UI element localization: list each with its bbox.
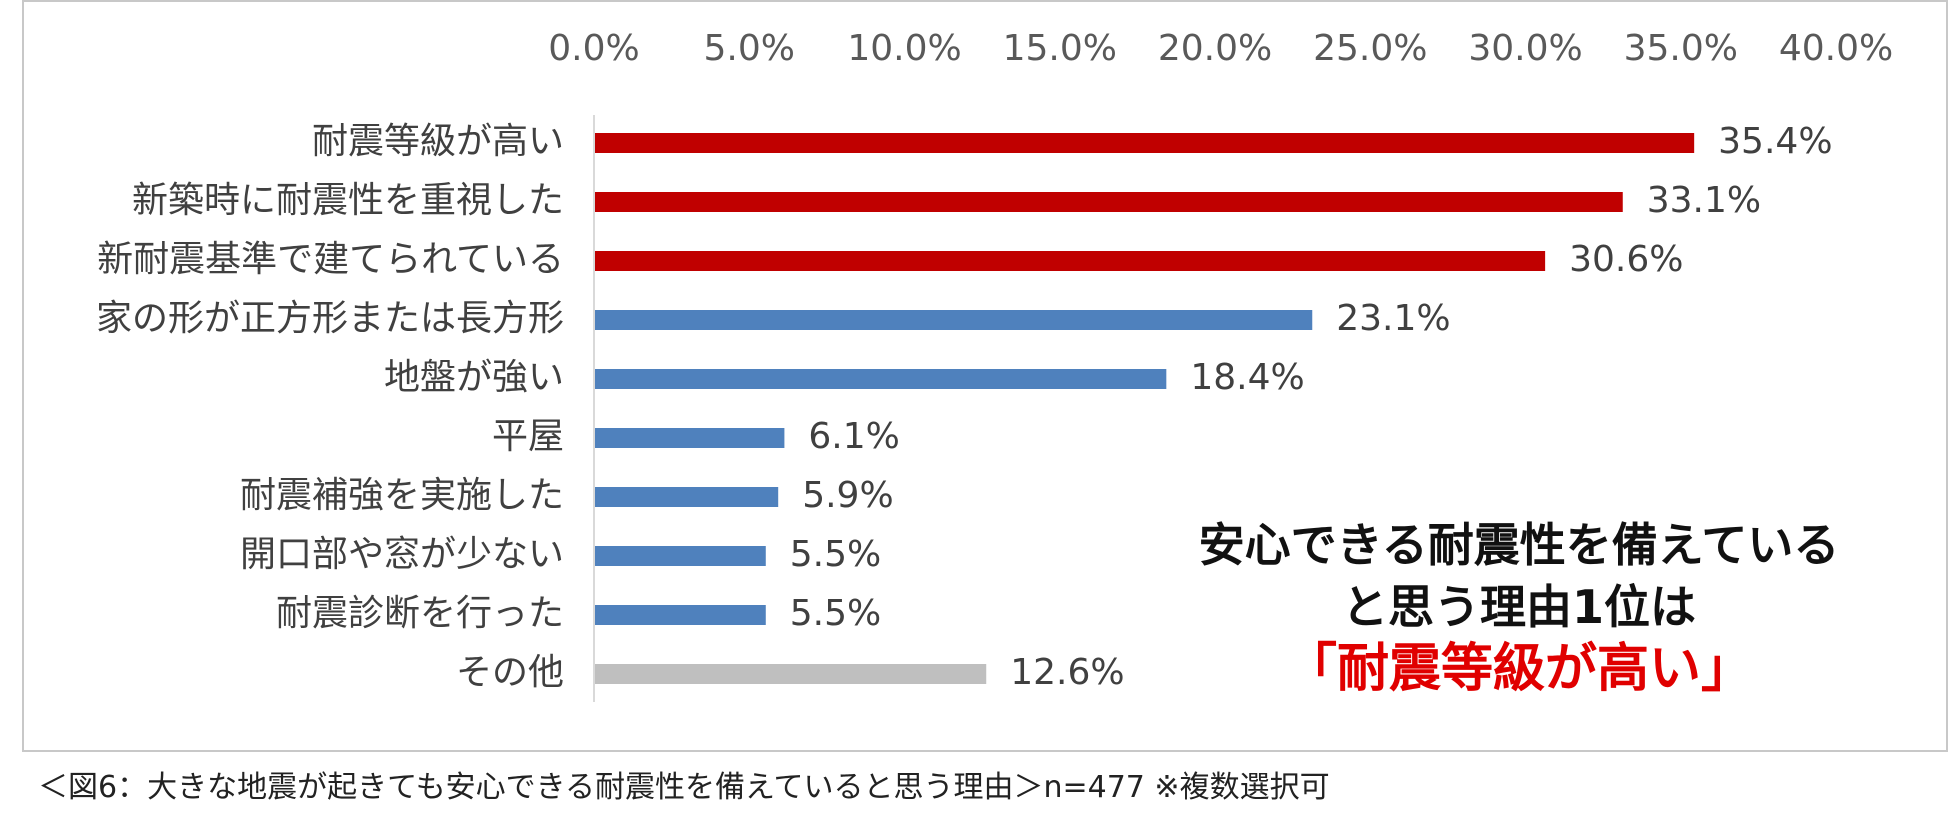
data-label: 12.6% bbox=[1010, 652, 1124, 693]
bar bbox=[595, 664, 987, 684]
category-labels: 耐震等級が高い新築時に耐震性を重視した新耐震基準で建てられている家の形が正方形ま… bbox=[96, 121, 564, 693]
bar bbox=[595, 546, 766, 566]
category-label: 新築時に耐震性を重視した bbox=[132, 180, 564, 221]
data-label: 6.1% bbox=[808, 416, 899, 457]
data-label: 35.4% bbox=[1718, 121, 1832, 162]
callout-line-1: 安心できる耐震性を備えている bbox=[1198, 518, 1840, 572]
bar bbox=[595, 251, 1546, 271]
data-label: 33.1% bbox=[1647, 180, 1761, 221]
chart-frame: 0.0% 5.0% 10.0% 15.0% 20.0% 25.0% 30.0% 35.0% 40… bbox=[22, 0, 1948, 752]
x-tick-label: 40.0% bbox=[1779, 28, 1893, 69]
bar bbox=[595, 133, 1695, 153]
bar-chart: 0.0% 5.0% 10.0% 15.0% 20.0% 25.0% 30.0% 35.0% 40… bbox=[96, 28, 1893, 702]
category-label: 耐震診断を行った bbox=[276, 593, 564, 634]
x-tick-label: 5.0% bbox=[704, 28, 795, 69]
bar bbox=[595, 428, 785, 448]
data-label: 5.5% bbox=[790, 593, 881, 634]
bar bbox=[595, 487, 779, 507]
data-label: 30.6% bbox=[1569, 239, 1683, 280]
x-tick-label: 15.0% bbox=[1003, 28, 1117, 69]
x-axis-ticks: 0.0% 5.0% 10.0% 15.0% 20.0% 25.0% 30.0% 35.0% 40… bbox=[548, 28, 1893, 69]
category-label: 新耐震基準で建てられている bbox=[97, 239, 564, 280]
category-label: 家の形が正方形または長方形 bbox=[96, 298, 564, 339]
bar bbox=[595, 310, 1313, 330]
callout-highlight: 「耐震等級が高い」 bbox=[1284, 639, 1753, 699]
callout-annotation: 安心できる耐震性を備えている と思う理由1位は 「耐震等級が高い」 bbox=[1174, 514, 1864, 700]
bars bbox=[595, 133, 1695, 684]
x-tick-label: 20.0% bbox=[1158, 28, 1272, 69]
category-label: 開口部や窓が少ない bbox=[240, 534, 564, 575]
data-label: 23.1% bbox=[1336, 298, 1450, 339]
x-tick-label: 25.0% bbox=[1313, 28, 1427, 69]
category-label: 耐震等級が高い bbox=[312, 121, 564, 162]
x-tick-label: 30.0% bbox=[1468, 28, 1582, 69]
x-tick-label: 0.0% bbox=[548, 28, 639, 69]
data-label: 5.5% bbox=[790, 534, 881, 575]
data-label: 5.9% bbox=[802, 475, 893, 516]
category-label: 耐震補強を実施した bbox=[240, 475, 564, 516]
data-label: 18.4% bbox=[1190, 357, 1304, 398]
callout-line-2: と思う理由1位は bbox=[1341, 580, 1696, 634]
bar bbox=[595, 192, 1623, 212]
category-label: 地盤が強い bbox=[384, 357, 564, 398]
data-labels: 35.4% 33.1% 30.6% 23.1% 18.4% 6.1% 5.9% 5.5% 5.5… bbox=[790, 121, 1833, 693]
figure-caption: ＜図6：大きな地震が起きても安心できる耐震性を備えていると思う理由＞n=477 … bbox=[38, 770, 1330, 805]
bar bbox=[595, 605, 766, 625]
category-label: 平屋 bbox=[492, 416, 564, 457]
x-tick-label: 10.0% bbox=[847, 28, 961, 69]
x-tick-label: 35.0% bbox=[1624, 28, 1738, 69]
category-label: その他 bbox=[456, 652, 564, 693]
bar bbox=[595, 369, 1167, 389]
